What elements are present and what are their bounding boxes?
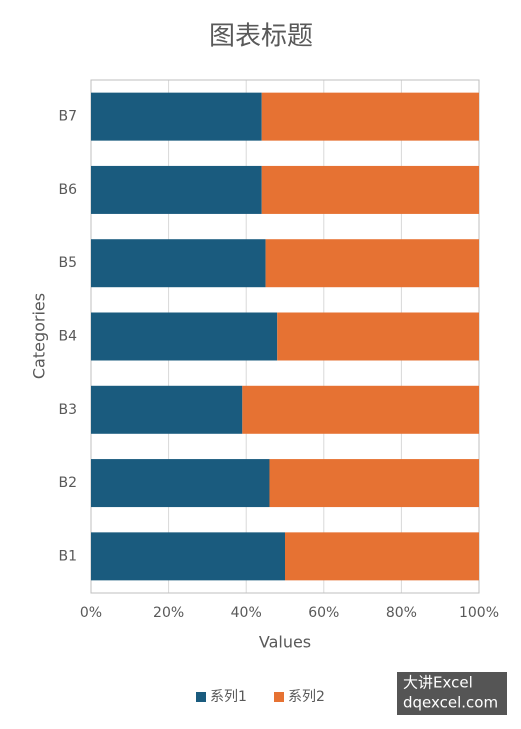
y-axis-title: Categories (30, 293, 49, 379)
x-tick-label: 80% (386, 605, 417, 621)
y-tick-label: B4 (58, 329, 77, 345)
bar-segment (265, 239, 479, 288)
y-tick-label: B3 (58, 402, 77, 418)
bar-segment (91, 165, 262, 214)
x-axis-title: Values (259, 633, 311, 652)
x-tick-label: 20% (153, 605, 184, 621)
watermark-text: dqexcel.com (403, 694, 498, 712)
y-tick-label: B7 (58, 109, 77, 125)
bar-segment (91, 312, 278, 361)
y-tick-label: B5 (58, 255, 77, 271)
x-tick-label: 100% (459, 605, 499, 621)
watermark-text: 大讲Excel (403, 674, 473, 692)
bar-segment (242, 385, 479, 434)
legend-label: 系列1 (210, 689, 247, 705)
legend-swatch (196, 692, 206, 702)
chart-title: 图表标题 (209, 22, 313, 52)
bar-segment (269, 459, 479, 508)
bar-segment (277, 312, 479, 361)
watermark-box (397, 672, 507, 715)
legend-label: 系列2 (288, 689, 325, 705)
y-tick-label: B6 (58, 182, 77, 198)
bar-segment (261, 165, 479, 214)
bar-segment (91, 239, 266, 288)
x-tick-label: 0% (80, 605, 102, 621)
bar-segment (91, 459, 270, 508)
x-tick-label: 60% (308, 605, 339, 621)
x-tick-label: 40% (231, 605, 262, 621)
y-tick-label: B2 (58, 475, 77, 491)
bar-segment (285, 532, 479, 581)
bar-segment (261, 92, 479, 141)
bar-segment (91, 532, 285, 581)
bar-segment (91, 385, 243, 434)
y-tick-label: B1 (58, 548, 77, 564)
bar-segment (91, 92, 262, 141)
legend-swatch (274, 692, 284, 702)
